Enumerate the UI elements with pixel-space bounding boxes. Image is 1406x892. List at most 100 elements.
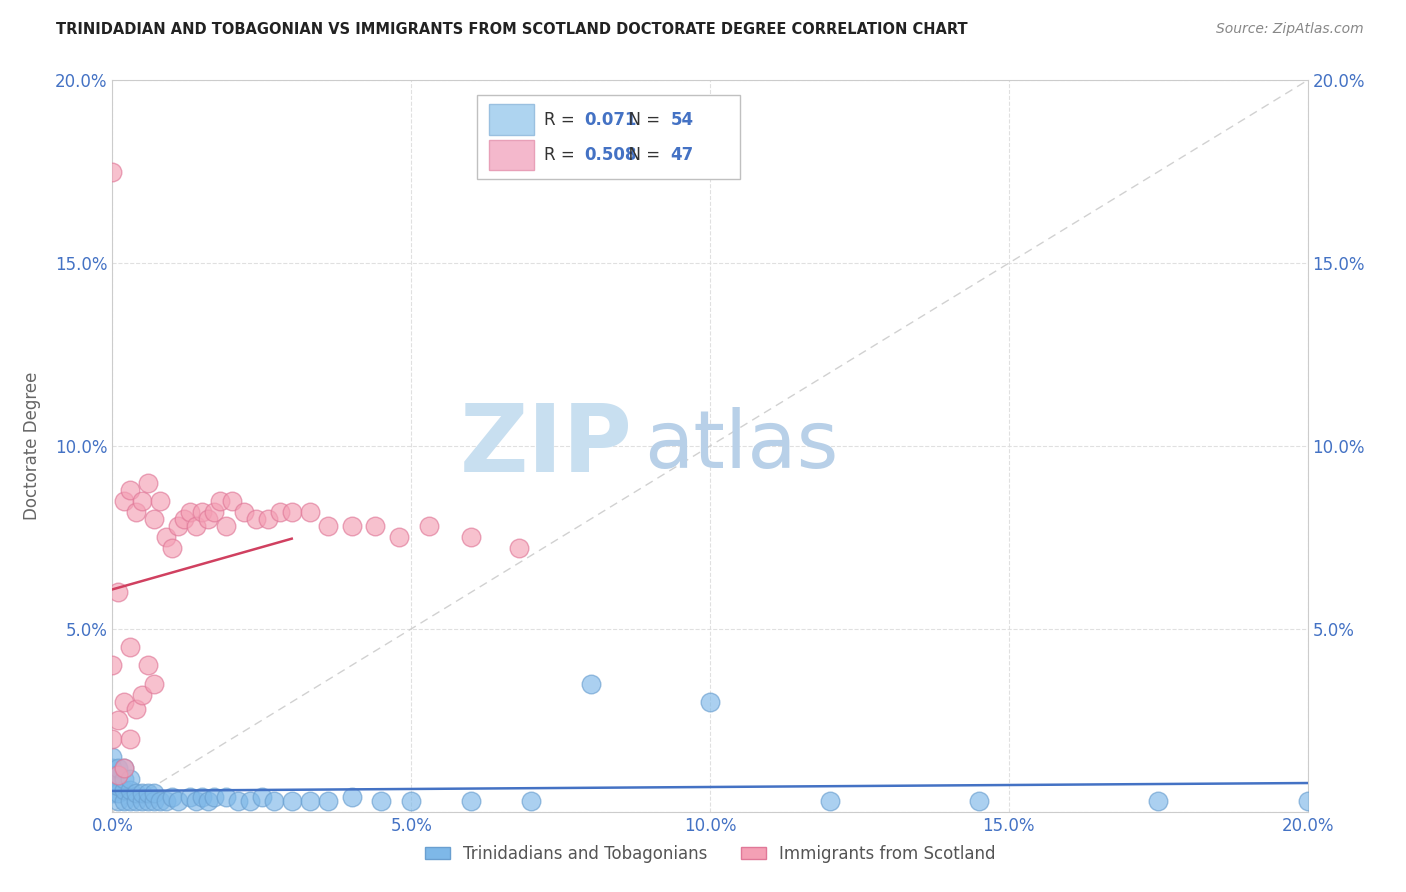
Point: [520, 794, 543, 808]
Point: [281, 505, 304, 519]
Point: [245, 512, 267, 526]
Point: [149, 794, 172, 808]
Point: [120, 731, 142, 746]
Point: [699, 695, 721, 709]
Point: [221, 494, 243, 508]
Point: [298, 794, 321, 808]
Point: [149, 494, 172, 508]
Point: [508, 541, 530, 556]
Point: [340, 519, 363, 533]
Text: N =: N =: [619, 146, 665, 164]
Point: [101, 731, 124, 746]
Text: atlas: atlas: [644, 407, 838, 485]
Point: [125, 787, 148, 801]
Text: ZIP: ZIP: [460, 400, 633, 492]
Point: [967, 794, 990, 808]
Point: [138, 475, 160, 490]
FancyBboxPatch shape: [489, 139, 534, 170]
Point: [340, 790, 363, 805]
Point: [191, 505, 214, 519]
Point: [162, 541, 183, 556]
Point: [120, 794, 142, 808]
Point: [114, 695, 135, 709]
Point: [388, 530, 411, 544]
Point: [101, 164, 124, 178]
FancyBboxPatch shape: [489, 104, 534, 135]
Point: [107, 794, 129, 808]
Point: [179, 790, 201, 805]
Point: [131, 787, 153, 801]
Text: 47: 47: [671, 146, 693, 164]
Point: [215, 790, 238, 805]
Point: [298, 505, 321, 519]
Point: [179, 505, 201, 519]
Point: [143, 512, 166, 526]
Point: [209, 494, 232, 508]
Text: N =: N =: [619, 111, 665, 128]
Point: [818, 794, 841, 808]
Point: [215, 519, 238, 533]
Point: [250, 790, 273, 805]
Y-axis label: Doctorate Degree: Doctorate Degree: [24, 372, 41, 520]
Text: 54: 54: [671, 111, 693, 128]
Point: [143, 794, 166, 808]
Point: [460, 794, 482, 808]
Point: [143, 676, 166, 690]
Legend: Trinidadians and Tobagonians, Immigrants from Scotland: Trinidadians and Tobagonians, Immigrants…: [418, 838, 1002, 869]
Point: [101, 761, 124, 775]
Point: [401, 794, 423, 808]
Point: [202, 505, 225, 519]
Point: [418, 519, 440, 533]
Point: [101, 658, 124, 673]
Point: [131, 688, 153, 702]
Point: [107, 779, 129, 793]
Text: 0.071: 0.071: [585, 111, 637, 128]
Point: [114, 761, 135, 775]
Point: [138, 658, 160, 673]
Point: [263, 794, 285, 808]
Point: [138, 787, 160, 801]
Point: [107, 768, 129, 782]
Point: [269, 505, 291, 519]
Point: [257, 512, 280, 526]
Point: [120, 483, 142, 497]
Point: [233, 505, 256, 519]
Point: [120, 640, 142, 655]
Point: [107, 585, 129, 599]
Point: [186, 519, 208, 533]
Point: [162, 790, 183, 805]
Point: [107, 768, 129, 782]
Point: [101, 768, 124, 782]
Text: 0.508: 0.508: [585, 146, 637, 164]
Point: [101, 775, 124, 789]
Point: [107, 714, 129, 728]
Point: [1296, 794, 1319, 808]
Point: [114, 761, 135, 775]
Point: [155, 530, 177, 544]
Point: [370, 794, 392, 808]
Point: [226, 794, 249, 808]
Point: [1147, 794, 1170, 808]
Point: [316, 794, 339, 808]
Point: [120, 772, 142, 786]
Point: [114, 794, 135, 808]
Point: [114, 494, 135, 508]
Point: [120, 782, 142, 797]
Point: [101, 749, 124, 764]
Text: R =: R =: [544, 146, 579, 164]
Point: [138, 794, 160, 808]
Point: [186, 794, 208, 808]
Point: [125, 794, 148, 808]
Point: [125, 702, 148, 716]
Point: [197, 794, 219, 808]
Point: [197, 512, 219, 526]
Point: [167, 794, 190, 808]
Point: [460, 530, 482, 544]
FancyBboxPatch shape: [477, 95, 740, 179]
Point: [202, 790, 225, 805]
Point: [107, 787, 129, 801]
Text: TRINIDADIAN AND TOBAGONIAN VS IMMIGRANTS FROM SCOTLAND DOCTORATE DEGREE CORRELAT: TRINIDADIAN AND TOBAGONIAN VS IMMIGRANTS…: [56, 22, 967, 37]
Point: [155, 794, 177, 808]
Text: Source: ZipAtlas.com: Source: ZipAtlas.com: [1216, 22, 1364, 37]
Point: [579, 676, 602, 690]
